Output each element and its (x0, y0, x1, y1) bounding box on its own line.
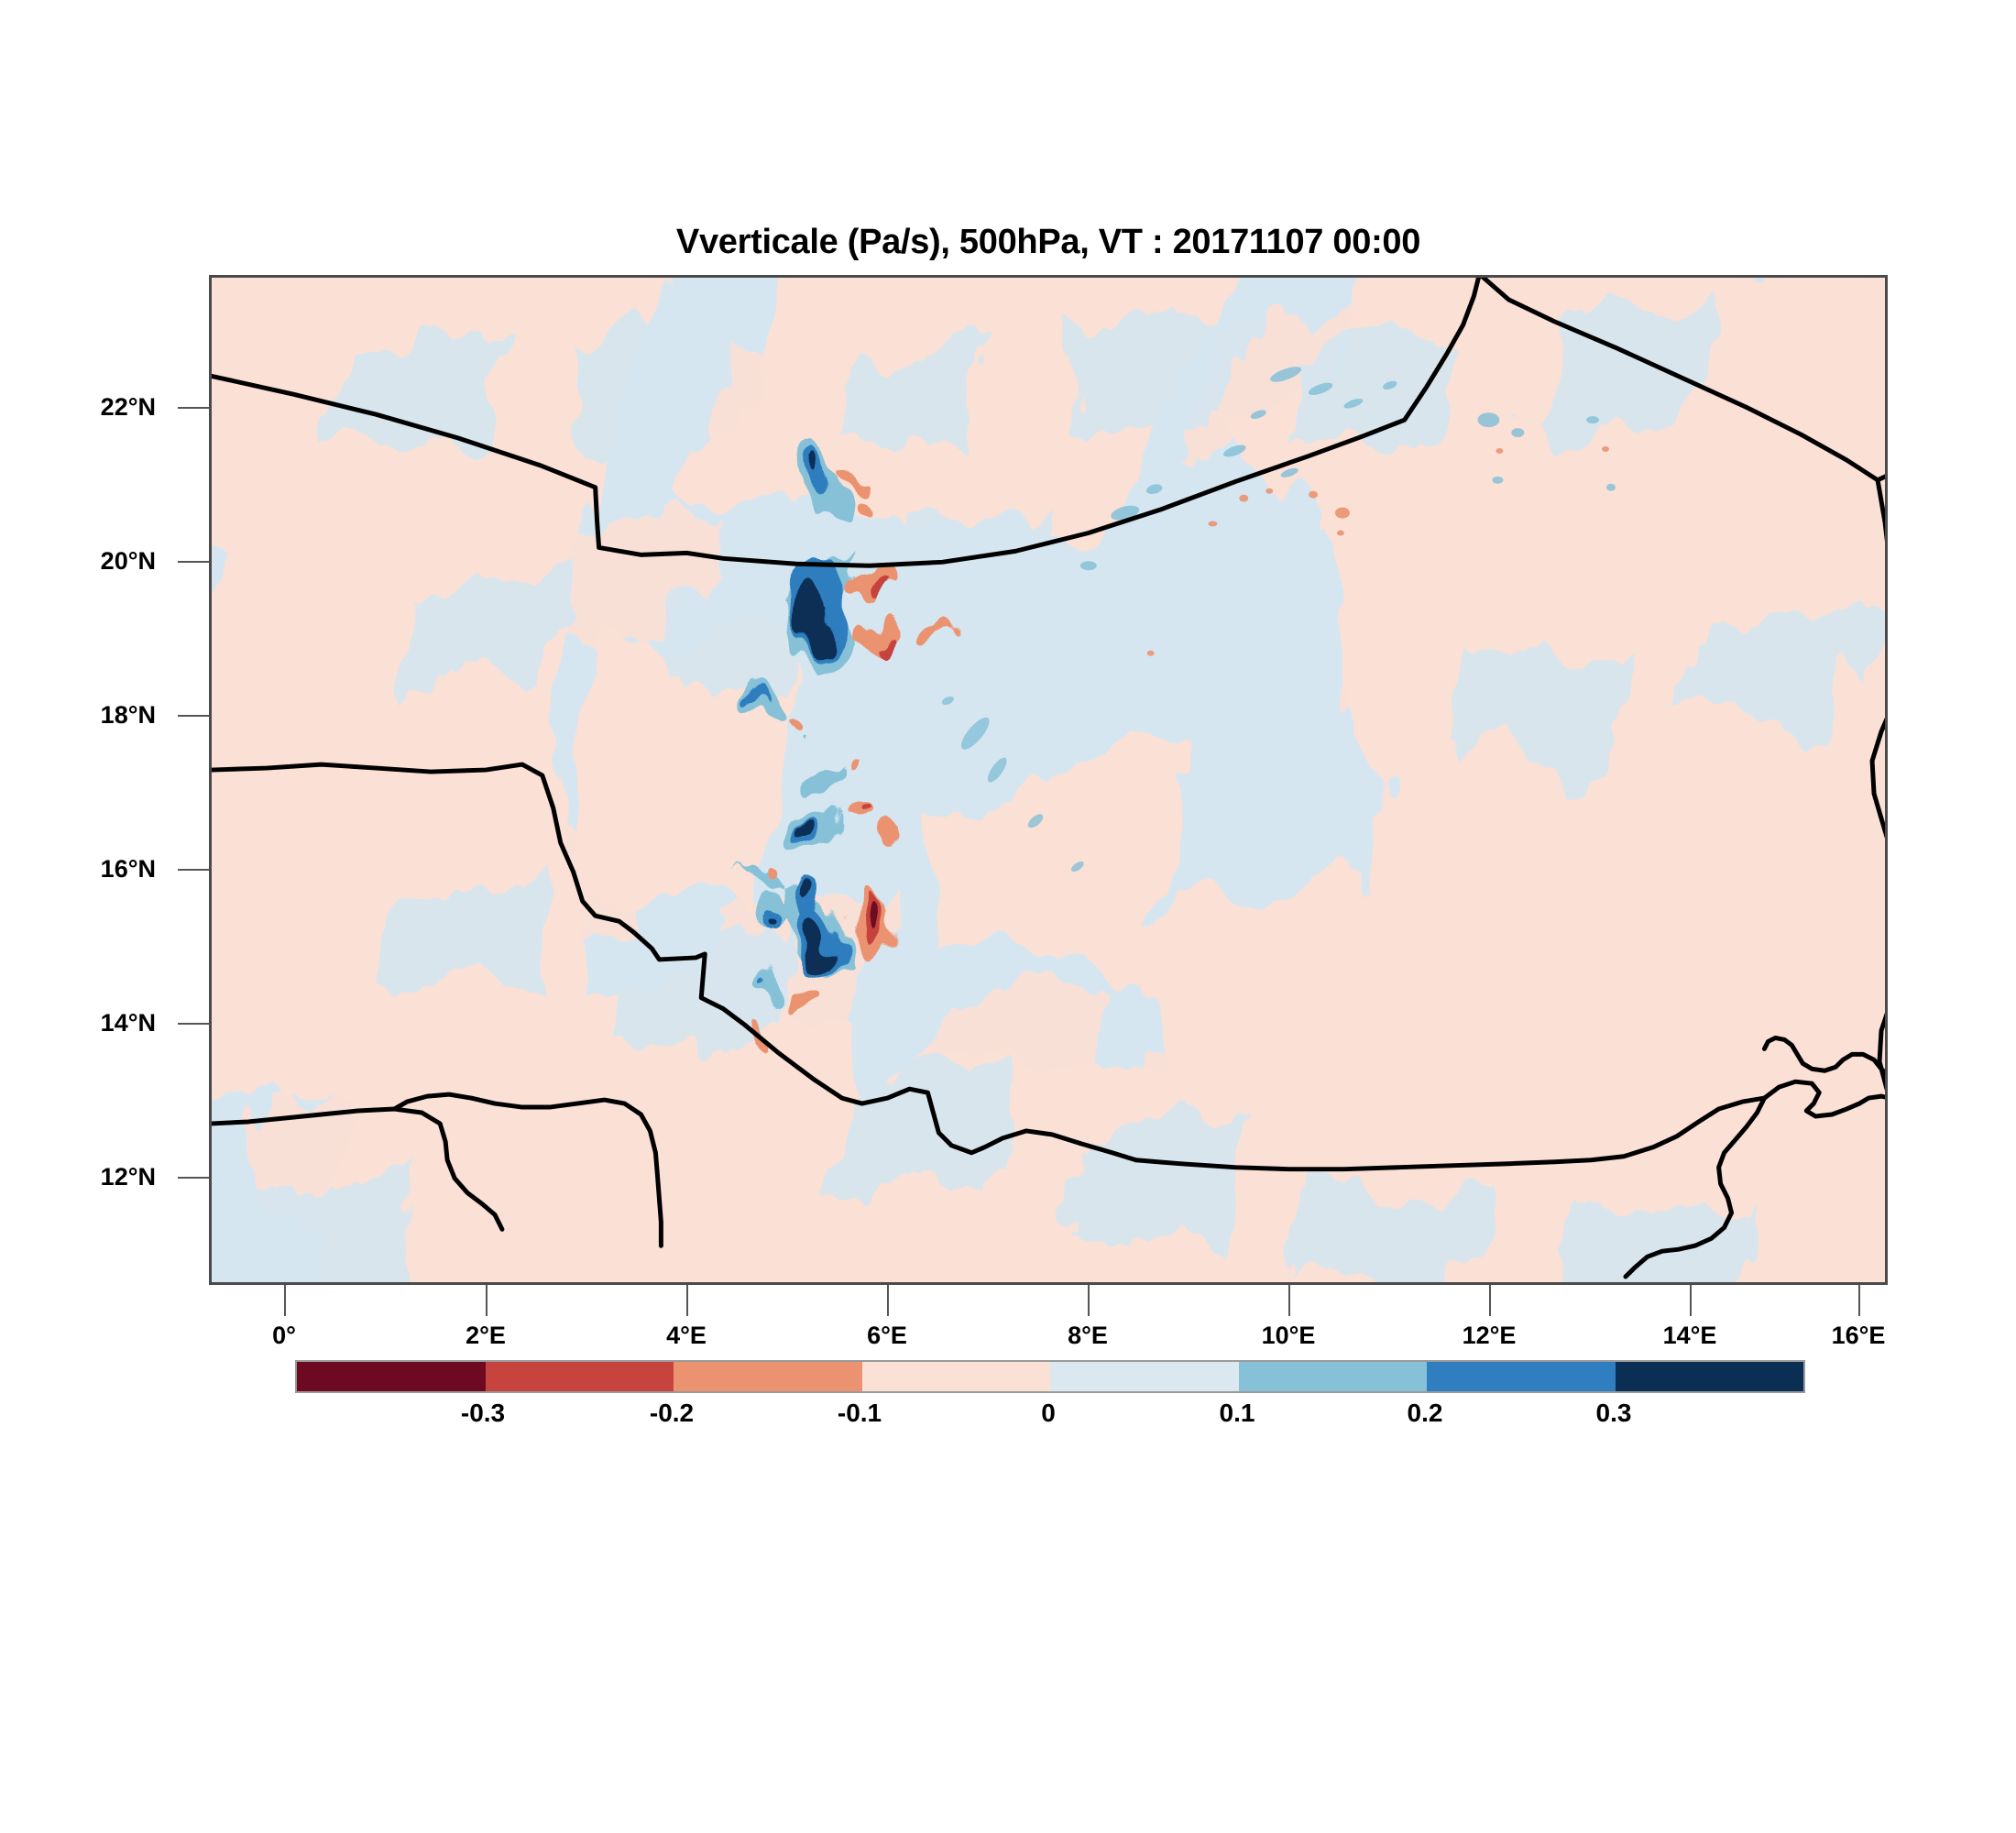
lat-tick-22 (178, 407, 209, 409)
colorbar-band-5 (1238, 1362, 1427, 1391)
colorbar-tick-label-2: -0.1 (837, 1399, 882, 1427)
lon-tick-label-10: 10°E (1261, 1322, 1316, 1349)
lon-tick-0 (284, 1285, 286, 1316)
map-plot-area[interactable] (209, 275, 1888, 1285)
colorbar-band-2 (674, 1362, 862, 1391)
lon-tick-10 (1288, 1285, 1290, 1316)
colorbar[interactable] (295, 1360, 1805, 1393)
scalar-field-group (212, 278, 1885, 1282)
field-moderate-negative-specks (1146, 445, 1609, 656)
lon-tick-label-4: 4°E (666, 1322, 707, 1349)
colorbar-tick-label-0: -0.3 (460, 1399, 506, 1427)
lon-tick-label-0: 0° (272, 1322, 296, 1349)
lon-tick-14 (1690, 1285, 1692, 1316)
lon-tick-4 (686, 1285, 688, 1316)
colorbar-band-7 (1615, 1362, 1803, 1391)
colorbar-tick-label-4: 0.1 (1219, 1399, 1255, 1427)
map-field-canvas (212, 278, 1885, 1282)
lon-tick-label-14: 14°E (1662, 1322, 1717, 1349)
lat-tick-label-18: 18°N (100, 701, 156, 729)
colorbar-band-4 (1050, 1362, 1239, 1391)
lat-tick-label-12: 12°N (100, 1163, 156, 1191)
colorbar-band-1 (485, 1362, 674, 1391)
colorbar-tick-label-6: 0.3 (1595, 1399, 1632, 1427)
lat-tick-18 (178, 715, 209, 717)
country-borders (212, 278, 1885, 1279)
lon-tick-label-16: 16°E (1831, 1322, 1886, 1349)
lon-tick-label-6: 6°E (867, 1322, 907, 1349)
lon-tick-16 (1858, 1285, 1860, 1316)
field-moderate-positive-specks (1079, 367, 1616, 571)
lon-tick-label-8: 8°E (1068, 1322, 1108, 1349)
field-filaments (941, 696, 1084, 873)
lon-tick-label-12: 12°E (1462, 1322, 1517, 1349)
lon-tick-2 (486, 1285, 488, 1316)
lat-tick-label-20: 20°N (100, 547, 156, 575)
lat-tick-label-22: 22°N (100, 393, 156, 421)
lat-tick-14 (178, 1023, 209, 1025)
convective-cluster (730, 434, 948, 1047)
colorbar-band-3 (861, 1362, 1050, 1391)
lon-tick-label-2: 2°E (466, 1322, 506, 1349)
lat-tick-20 (178, 561, 209, 563)
lat-tick-12 (178, 1177, 209, 1179)
lon-tick-6 (887, 1285, 889, 1316)
colorbar-tick-label-1: -0.2 (649, 1399, 695, 1427)
lon-tick-12 (1489, 1285, 1491, 1316)
colorbar-band-0 (297, 1362, 486, 1391)
lon-tick-8 (1088, 1285, 1090, 1316)
lat-tick-label-16: 16°N (100, 855, 156, 883)
colorbar-band-6 (1427, 1362, 1616, 1391)
page-title: Vverticale (Pa/s), 500hPa, VT : 20171107… (675, 223, 1421, 261)
colorbar-tick-label-5: 0.2 (1407, 1399, 1443, 1427)
colorbar-tick-label-3: 0 (1041, 1399, 1056, 1427)
lat-tick-16 (178, 869, 209, 871)
lat-tick-label-14: 14°N (100, 1009, 156, 1037)
